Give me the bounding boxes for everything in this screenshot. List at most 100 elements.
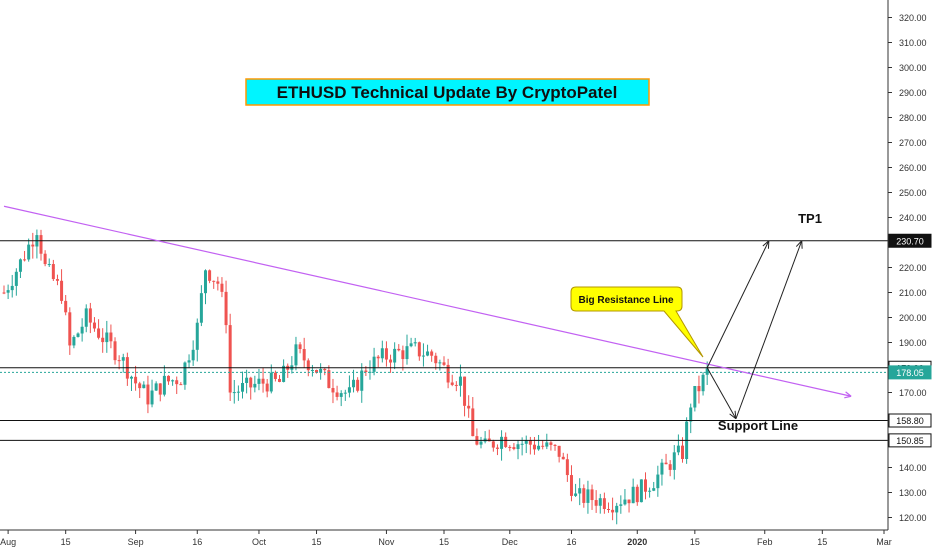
candle-body: [701, 374, 705, 392]
candle-body: [249, 377, 253, 388]
candle-body: [627, 499, 631, 504]
candle: [541, 440, 545, 450]
candle-body: [166, 375, 170, 382]
candle-body: [68, 312, 72, 346]
candle: [635, 484, 639, 506]
candle: [372, 347, 376, 376]
candle: [10, 274, 14, 298]
candle-body: [549, 442, 553, 445]
candle-body: [199, 293, 203, 323]
candle-body: [450, 382, 454, 385]
chart-title: ETHUSD Technical Update By CryptoPatel: [277, 83, 618, 102]
projection-arrow: [735, 240, 803, 419]
candle-body: [512, 447, 516, 449]
candle: [606, 502, 610, 513]
candle-body: [430, 351, 434, 356]
candle: [298, 342, 302, 354]
candles-layer: [2, 229, 709, 525]
candle-body: [302, 349, 306, 361]
time-tick-label: Nov: [378, 537, 395, 547]
candle-body: [438, 362, 442, 364]
candle: [545, 433, 549, 450]
candle-body: [681, 445, 685, 459]
candle-body: [376, 356, 380, 359]
candle-body: [220, 283, 224, 292]
candle: [594, 490, 598, 513]
candle: [648, 487, 652, 498]
price-tag: 158.80: [888, 413, 932, 428]
candle-body: [364, 370, 368, 372]
projection-arrow: [706, 240, 770, 368]
candle: [582, 484, 586, 508]
candle: [43, 250, 47, 267]
candle: [278, 375, 282, 383]
candle: [60, 269, 64, 304]
candle: [664, 453, 668, 465]
candle: [265, 379, 269, 398]
candle: [438, 359, 442, 371]
candle-body: [76, 333, 80, 337]
candle: [471, 397, 475, 437]
candle: [166, 375, 170, 385]
candle: [693, 385, 697, 412]
projection-arrowhead: [762, 240, 770, 249]
candle: [598, 493, 602, 514]
candle: [347, 375, 351, 398]
candle: [524, 435, 528, 454]
price-tick-label: 250.00: [899, 188, 927, 198]
candle-body: [343, 392, 347, 394]
candle: [672, 445, 676, 480]
candle-body: [352, 379, 356, 388]
candle-body: [442, 362, 446, 365]
arrows-layer: [706, 240, 852, 420]
candle-body: [389, 359, 393, 363]
candle: [417, 341, 421, 361]
candle-body: [323, 368, 327, 371]
candle-body: [80, 326, 84, 334]
candle: [27, 238, 31, 262]
candle: [458, 364, 462, 397]
candle: [253, 375, 257, 393]
candle: [302, 337, 306, 368]
price-tag-label: 178.05: [896, 368, 924, 378]
time-tick-label: 15: [61, 537, 71, 547]
candle: [282, 359, 286, 383]
price-tick-label: 280.00: [899, 113, 927, 123]
candle-body: [257, 378, 261, 384]
projection-arrow: [706, 367, 737, 420]
candle-body: [253, 383, 257, 388]
candle-body: [561, 456, 565, 460]
candle: [327, 365, 331, 389]
candle: [537, 434, 541, 451]
price-tick-label: 220.00: [899, 263, 927, 273]
candle-body: [47, 264, 51, 266]
candle-body: [216, 281, 220, 284]
candle: [454, 381, 458, 392]
time-tick-label: 15: [690, 537, 700, 547]
candle-body: [282, 365, 286, 382]
candle: [97, 319, 101, 340]
candle-body: [117, 360, 121, 362]
time-tick-label: 15: [817, 537, 827, 547]
price-tick-label: 120.00: [899, 513, 927, 523]
candle-body: [105, 332, 109, 343]
candle: [39, 229, 43, 261]
candle-body: [265, 383, 269, 392]
candle: [578, 478, 582, 506]
candle-body: [458, 376, 462, 386]
candle: [261, 367, 265, 393]
candle: [23, 250, 27, 262]
candle: [117, 355, 121, 370]
candle: [138, 381, 142, 399]
candle-body: [606, 509, 610, 511]
candle-body: [491, 441, 495, 448]
time-tick-label: 16: [192, 537, 202, 547]
candle-body: [129, 376, 133, 379]
candle: [154, 381, 158, 392]
candle: [257, 368, 261, 391]
candle: [146, 375, 150, 414]
candle: [64, 295, 68, 316]
candle-body: [10, 285, 14, 291]
candle: [150, 379, 154, 408]
